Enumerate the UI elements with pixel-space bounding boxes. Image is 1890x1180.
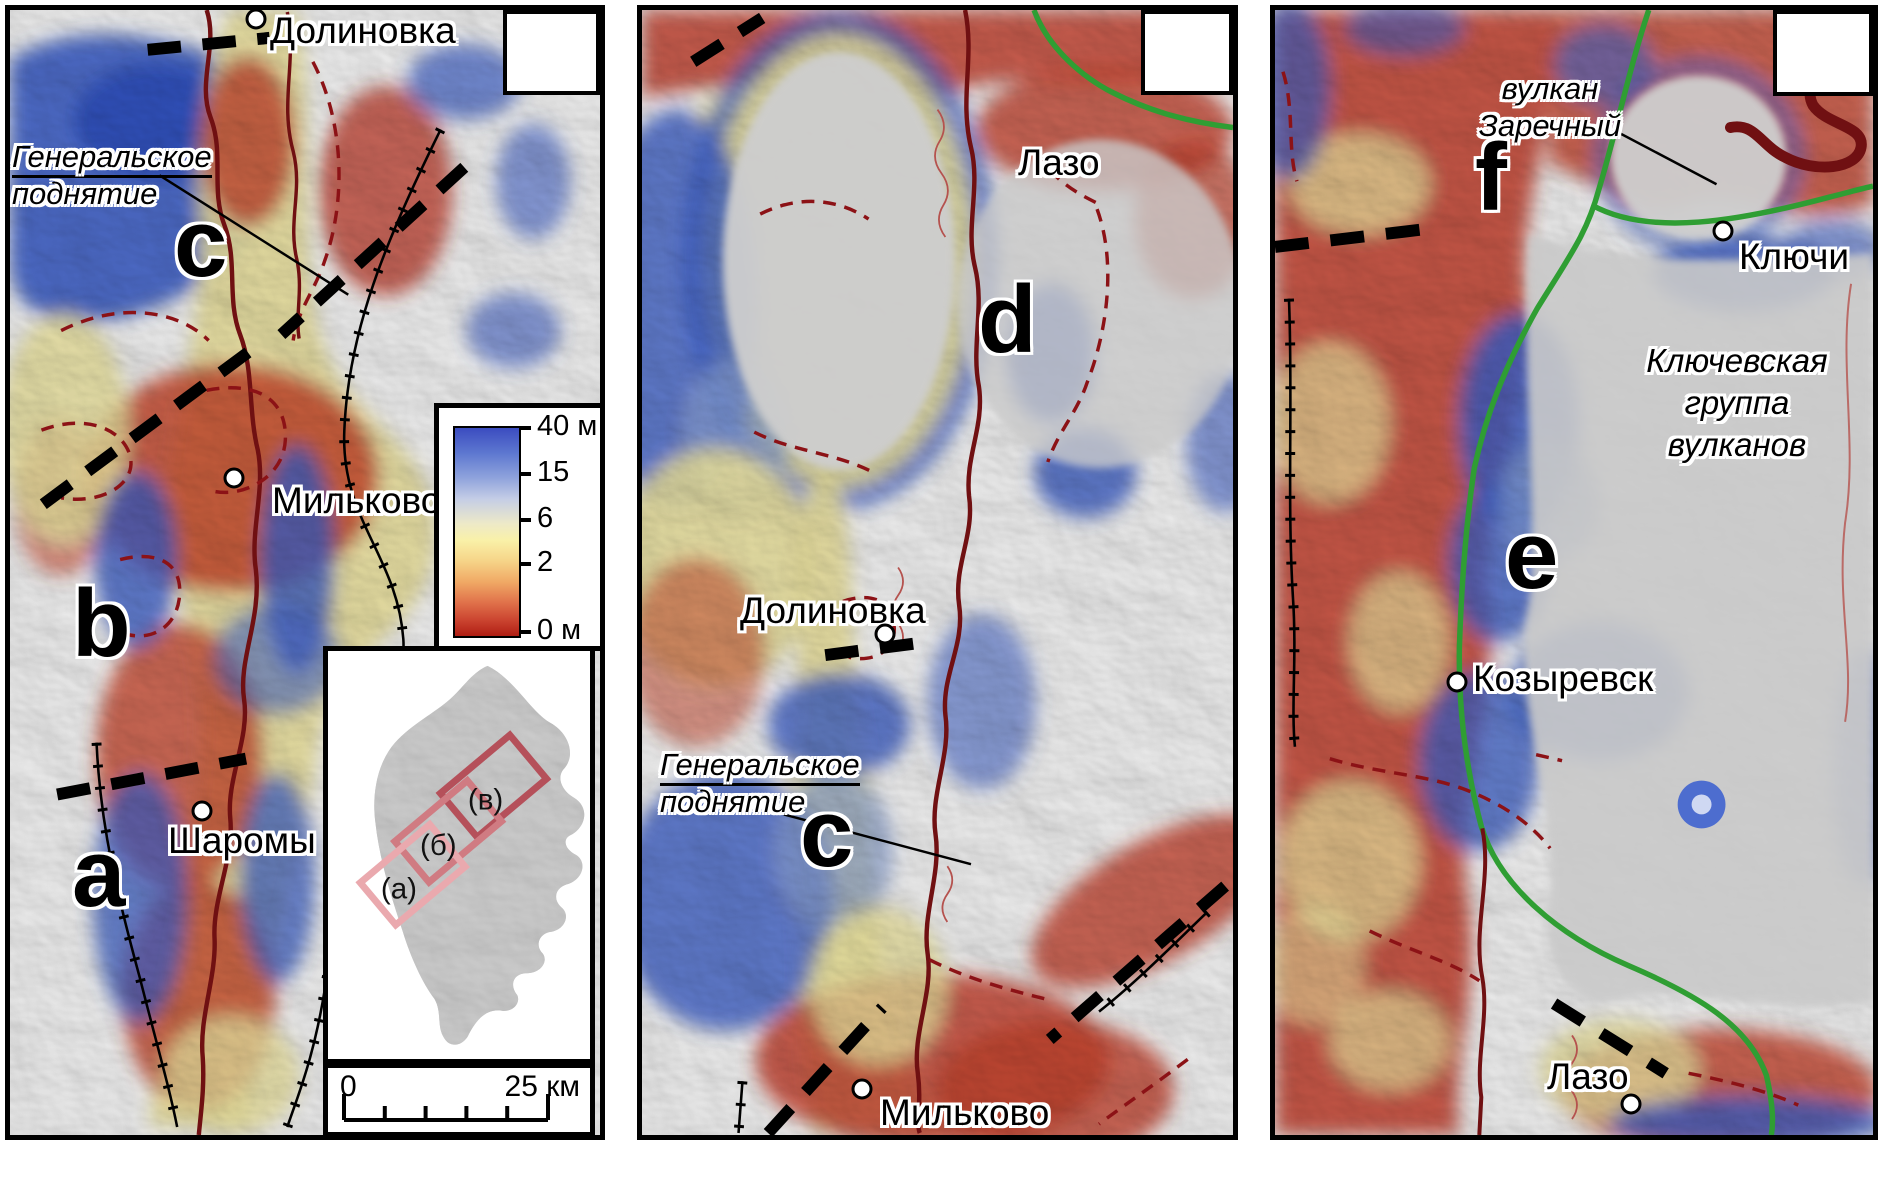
depth-colorbar (453, 426, 521, 638)
volcano-group-line3: вулканов (1667, 426, 1807, 463)
uplift-annotation-line2: поднятие (660, 784, 806, 819)
volcano-group-line2: группа (1684, 384, 1790, 421)
scale-bar-end-label: 25 км (504, 1070, 580, 1103)
town-marker-klyuchi (1712, 220, 1734, 242)
panel-letter-c: c (800, 780, 854, 887)
panel-letter-c: c (174, 190, 228, 297)
town-label-dolinovka: Долиновка (740, 590, 926, 631)
flank-stream (1841, 283, 1853, 722)
volcano-annotation-line2: Заречный (1478, 108, 1622, 143)
study-area-frames (355, 730, 552, 930)
scale-bar-ruler (342, 1094, 550, 1122)
uplift-annotation: Генеральское поднятие (660, 746, 860, 820)
legend-tick-label: 2 (537, 545, 554, 578)
scale-bar: 0 25 км (323, 1063, 595, 1135)
legend-tick (519, 518, 531, 522)
fault-lines (1275, 223, 1669, 1079)
town-label-dolinovka: Долиновка (270, 10, 456, 51)
town-label-lazo: Лазо (1547, 1056, 1629, 1097)
scarp-hachure-lines (1283, 298, 1300, 748)
scarp-hachure-lines (733, 908, 1211, 1134)
town-label-milkovo: Мильково (880, 1092, 1050, 1133)
meander-stream (934, 109, 949, 238)
terrace-boundary-lines (753, 152, 1189, 1126)
map-panel-cd: Лазо d Долиновка Генеральское поднятие c… (637, 5, 1238, 1140)
volcano-group-annotation: Ключевская группа вулканов (1605, 340, 1869, 466)
town-marker-kozyrevsk (1446, 671, 1468, 693)
study-frame-b (389, 775, 507, 887)
road-line-green (1031, 10, 1233, 131)
volcano-group-line1: Ключевская (1646, 342, 1828, 379)
meander-stream (941, 865, 954, 923)
fault-lines (24, 31, 469, 801)
legend-tick-label: 15 (537, 455, 570, 488)
legend-tick-label: 40 м (537, 409, 598, 442)
inset-frame-label-a: (а) (381, 872, 417, 905)
town-label-milkovo: Мильково (272, 480, 442, 521)
panel-letter-d: d (978, 266, 1037, 373)
annotation-leader-line (158, 174, 349, 296)
blank-corner-box (503, 10, 600, 95)
town-label-sharomy: Шаромы (168, 820, 316, 861)
river-south (1477, 827, 1488, 1135)
map-panel-abc: Долиновка Генеральское поднятие c Милько… (5, 5, 605, 1140)
panel-letter-b: b (72, 570, 131, 677)
legend-tick (519, 562, 531, 566)
inset-frame-label-b: (б) (420, 829, 457, 862)
legend-tick-label: 0 м (537, 613, 582, 646)
river-lines (892, 10, 983, 1134)
legend-tick (519, 630, 531, 634)
annotation-leader-line (783, 813, 972, 866)
kamchatka-inset-map: (в) (б) (а) (323, 646, 595, 1064)
uplift-annotation-line1: Генеральское (12, 139, 212, 178)
river-branch (285, 11, 302, 339)
river-main (914, 10, 983, 1134)
inset-art: (в) (б) (а) (355, 665, 585, 1045)
blank-corner-box (1141, 10, 1233, 95)
meander-stream (1566, 1034, 1578, 1120)
legend-tick (519, 472, 531, 476)
legend-tick (519, 426, 531, 430)
river-lines (196, 10, 302, 1135)
town-label-kozyrevsk: Козыревск (1473, 658, 1654, 699)
fault-lines (690, 12, 1229, 1135)
uplift-annotation-line2: поднятие (12, 176, 158, 211)
road-line-green (1456, 10, 1873, 1135)
panel-letter-f: f (1475, 124, 1507, 231)
town-marker-lazo (1620, 1093, 1642, 1115)
town-label-klyuchi: Ключи (1739, 236, 1850, 277)
uplift-annotation: Генеральское поднятие (12, 138, 212, 212)
volcano-annotation: вулкан Заречный (1435, 70, 1665, 144)
town-marker-sharomy (191, 800, 213, 822)
study-frame-v (435, 730, 552, 842)
smooth-terrain-zones (722, 51, 1233, 470)
blank-corner-box (1773, 10, 1873, 96)
meander-stream (892, 567, 904, 652)
town-marker-dolinovka (874, 623, 896, 645)
depth-legend: 40 м 15 6 2 0 м (434, 403, 600, 651)
town-marker-milkovo (851, 1078, 873, 1100)
map-art-ef (1275, 10, 1873, 1135)
volcano-annotation-line1: вулкан (1501, 71, 1599, 106)
panel-letter-a: a (72, 820, 126, 927)
uplift-annotation-line1: Генеральское (660, 747, 860, 786)
study-frame-a (355, 819, 470, 930)
map-panel-ef: вулкан Заречный f Ключи Ключевская групп… (1270, 5, 1878, 1140)
panel-letter-e: e (1505, 502, 1559, 609)
town-label-lazo: Лазо (1018, 142, 1100, 183)
lake-center (1691, 794, 1712, 815)
smooth-terrain-zones (1524, 75, 1873, 1007)
annotation-leader-line (1608, 126, 1718, 186)
town-marker-dolinovka (245, 10, 267, 30)
terrace-boundary-lines (1281, 71, 1799, 1107)
scale-bar-start-label: 0 (340, 1070, 357, 1103)
terrace-boundary-lines (40, 60, 341, 638)
town-marker-milkovo (223, 467, 245, 489)
legend-tick-label: 6 (537, 501, 554, 534)
map-art-cd (642, 10, 1233, 1135)
river-main (196, 10, 263, 1135)
inset-frame-label-v: (в) (468, 784, 503, 817)
